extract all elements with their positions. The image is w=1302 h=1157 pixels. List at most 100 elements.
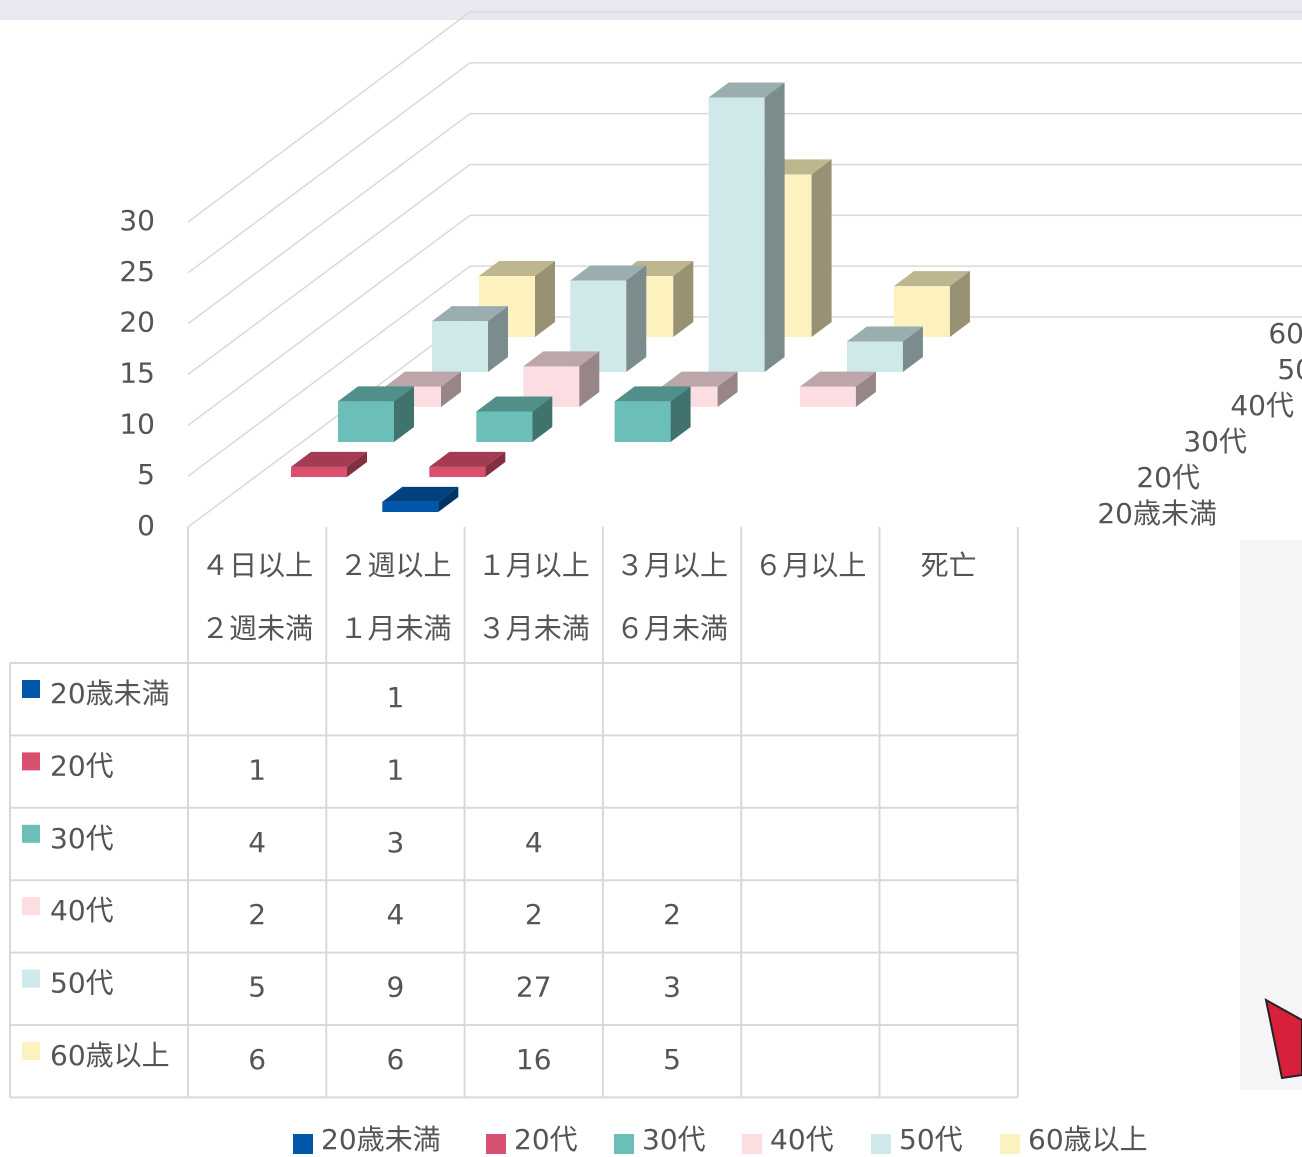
legend-label: 40代	[770, 1123, 834, 1156]
table-cell: 2	[248, 898, 266, 931]
bar-front	[382, 501, 439, 512]
legend-key	[1000, 1134, 1020, 1154]
bar-top	[382, 486, 459, 502]
grid-line	[187, 316, 471, 528]
bar-front	[614, 401, 671, 442]
bar-side	[535, 261, 555, 337]
legend-label: 50代	[899, 1123, 963, 1156]
category-label: １月以上	[478, 549, 590, 582]
bar	[429, 451, 506, 477]
legend-label: 60歳以上	[1028, 1123, 1148, 1156]
y-tick-label: 15	[119, 357, 155, 390]
y-tick-label: 20	[119, 306, 155, 339]
table-row-label: 40代	[50, 894, 114, 927]
bar-side	[670, 386, 691, 442]
table-legend-key	[22, 680, 40, 698]
legend-key	[486, 1134, 506, 1154]
category-label: １月未満	[339, 612, 451, 645]
bar-front	[846, 341, 903, 372]
table-row-label: 30代	[50, 822, 114, 855]
bar	[476, 396, 553, 442]
y-tick-label: 0	[137, 509, 155, 542]
table-legend-key	[22, 897, 40, 916]
table-cell: 1	[387, 681, 405, 714]
bar-top	[479, 261, 555, 276]
bar-side	[485, 451, 506, 477]
bar-side	[441, 371, 461, 407]
bar-side	[673, 261, 694, 337]
table-row-label: 50代	[50, 967, 114, 1000]
table-cell: 3	[387, 826, 405, 859]
bar	[799, 371, 876, 407]
depth-label: 50代	[1277, 353, 1302, 386]
bar	[382, 486, 459, 512]
bar-side	[855, 371, 876, 407]
bar-top	[432, 306, 508, 322]
bar-side	[488, 306, 508, 372]
grid-line	[187, 265, 471, 477]
table-legend-key	[22, 824, 40, 843]
bar	[614, 386, 691, 442]
category-label: ３月未満	[478, 612, 590, 645]
bar-top	[614, 386, 691, 402]
legend-label: 20歳未満	[321, 1123, 441, 1156]
bar-top	[846, 326, 923, 342]
bar-side	[579, 351, 600, 407]
depth-label: 20代	[1136, 461, 1200, 494]
bar-side	[902, 326, 923, 372]
depth-label: 60歳以上	[1268, 317, 1302, 350]
bar-side	[626, 265, 647, 372]
category-label: ２週未満	[201, 612, 313, 645]
category-label: ６月未満	[616, 612, 728, 645]
table-legend-key	[22, 752, 40, 771]
table-cell: 3	[663, 971, 681, 1004]
bar-front	[708, 97, 765, 372]
bar-top	[799, 371, 876, 387]
bar	[846, 326, 923, 372]
legend-label: 20代	[514, 1123, 578, 1156]
category-label: ３月以上	[616, 549, 728, 582]
legend-key	[293, 1134, 313, 1154]
table-cell: 1	[248, 753, 266, 786]
grid-line	[187, 62, 471, 274]
table-cell: 27	[516, 971, 552, 1004]
bar-front	[429, 466, 486, 477]
category-label: ２週以上	[339, 549, 451, 582]
bar-side	[717, 371, 738, 407]
bar	[291, 451, 367, 477]
bar-side	[949, 271, 970, 337]
bar-top	[523, 351, 600, 367]
side-image-shape	[1264, 998, 1302, 1080]
grid-line	[187, 214, 471, 426]
table-cell: 9	[387, 971, 405, 1004]
y-tick-label: 25	[119, 255, 155, 288]
depth-label: 40代	[1230, 389, 1294, 422]
bar-front	[799, 386, 856, 407]
bar-side	[347, 451, 367, 477]
table-cell: 6	[387, 1043, 405, 1076]
table-row-label: 20代	[50, 749, 114, 782]
bar-top	[661, 371, 738, 387]
depth-label: 20歳未満	[1097, 497, 1217, 530]
bar-top	[708, 82, 785, 98]
table-cell: 6	[248, 1043, 266, 1076]
category-label: ６月以上	[754, 549, 866, 582]
bar	[338, 386, 414, 442]
category-label: 死亡	[921, 549, 977, 582]
grid-line	[187, 113, 471, 325]
table-legend-key	[22, 1042, 40, 1060]
table-cell: 5	[663, 1043, 681, 1076]
table-row-label: 60歳以上	[50, 1039, 170, 1072]
bar-side	[438, 486, 459, 512]
top-band	[0, 0, 1302, 20]
bar-side	[532, 396, 553, 442]
y-tick-label: 5	[137, 458, 155, 491]
table-cell: 16	[516, 1043, 552, 1076]
legend-label: 30代	[642, 1123, 706, 1156]
table-row-label: 20歳未満	[50, 677, 170, 710]
bar-side	[811, 159, 832, 337]
table-legend-key	[22, 969, 40, 988]
legend-key	[871, 1134, 891, 1154]
side-image	[1240, 540, 1302, 1090]
